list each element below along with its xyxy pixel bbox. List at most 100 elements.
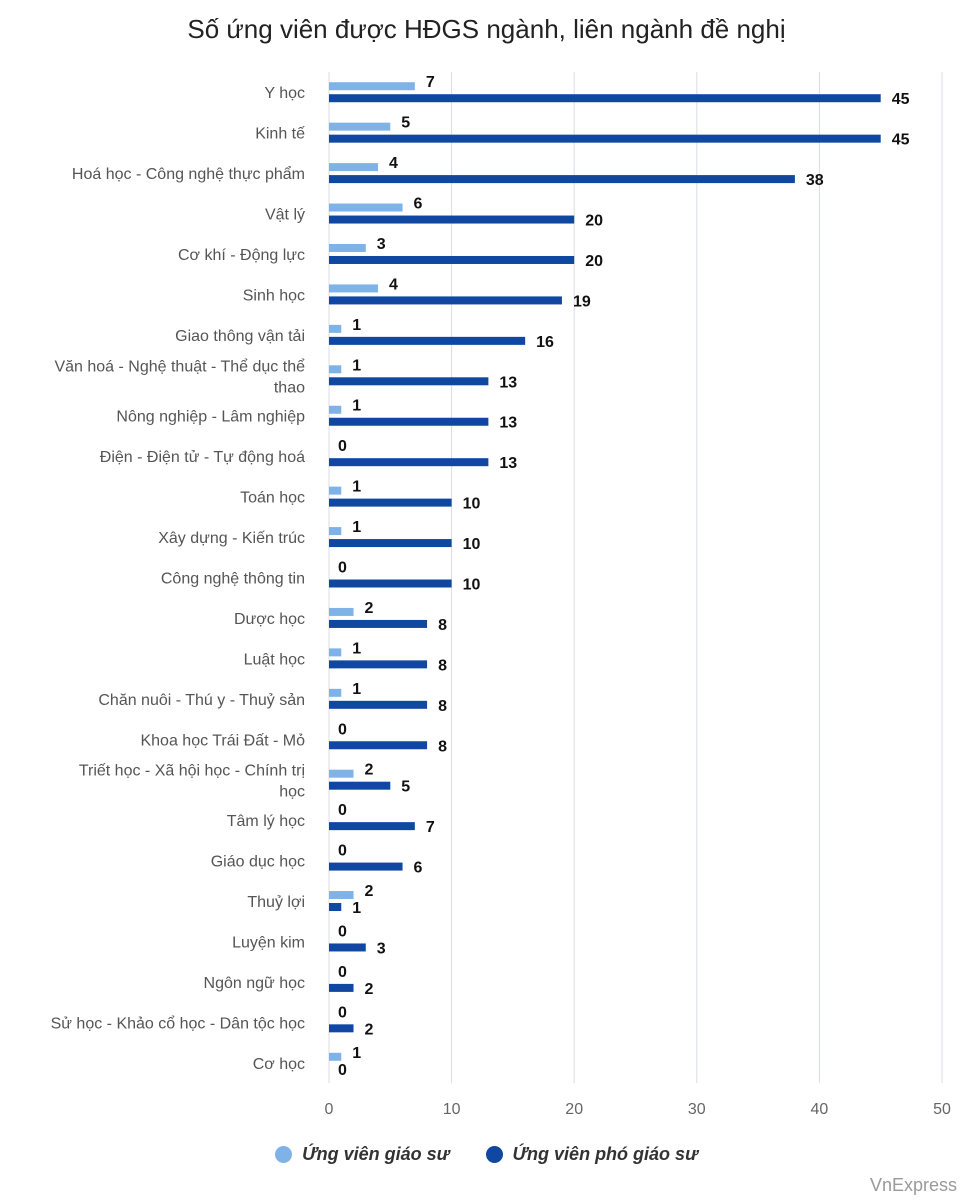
category-label: Triết học - Xã hội học - Chính trị học xyxy=(79,763,305,801)
legend-swatch-pgs xyxy=(485,1146,503,1163)
category-label: Y học xyxy=(264,85,305,102)
value-label-gs: 0 xyxy=(338,964,347,981)
legend-label-pgs: Ứng viên phó giáo sư xyxy=(512,1144,698,1164)
category-label: Chăn nuôi - Thú y - Thuỷ sản xyxy=(98,692,305,709)
x-tick-label: 40 xyxy=(811,1101,829,1118)
category-label: Thuỷ lợi xyxy=(247,894,305,911)
value-label-gs: 1 xyxy=(352,317,361,334)
bar-gs xyxy=(329,122,391,131)
category-label: Khoa học Trái Đất - Mỏ xyxy=(140,732,305,749)
value-label-pgs: 20 xyxy=(585,213,603,230)
value-label-gs: 7 xyxy=(426,74,435,91)
bar-gs xyxy=(329,243,366,252)
bar-gs xyxy=(329,891,354,900)
bar-pgs xyxy=(329,94,881,103)
category-label: Sinh học xyxy=(243,287,305,304)
category-label: Hoá học - Công nghệ thực phẩm xyxy=(72,165,305,183)
bar-pgs xyxy=(329,862,403,871)
value-label-pgs: 10 xyxy=(463,577,481,594)
value-label-pgs: 20 xyxy=(585,253,603,270)
value-label-gs: 4 xyxy=(389,276,398,293)
bar-pgs xyxy=(329,983,354,992)
bar-gs xyxy=(329,527,342,536)
bar-pgs xyxy=(329,175,795,184)
bar-gs xyxy=(329,365,342,374)
value-label-pgs: 38 xyxy=(806,172,824,189)
bar-gs xyxy=(329,163,379,172)
bar-gs xyxy=(329,82,415,91)
value-label-pgs: 8 xyxy=(438,738,447,755)
bar-pgs xyxy=(329,539,452,548)
bar-gs xyxy=(329,769,354,778)
value-label-gs: 5 xyxy=(401,115,410,132)
value-label-gs: 6 xyxy=(414,196,423,213)
value-label-pgs: 2 xyxy=(365,981,374,998)
bar-gs xyxy=(329,284,379,293)
bar-pgs xyxy=(329,377,489,386)
x-tick-label: 0 xyxy=(325,1101,334,1118)
value-label-pgs: 5 xyxy=(401,779,410,796)
category-label: Công nghệ thông tin xyxy=(161,571,305,588)
value-label-pgs: 10 xyxy=(463,536,481,553)
bar-pgs xyxy=(329,741,428,750)
value-label-pgs: 8 xyxy=(438,698,447,715)
bar-pgs xyxy=(329,417,489,426)
bar-gs xyxy=(329,486,342,495)
x-tick-label: 10 xyxy=(443,1101,461,1118)
category-label: Dược học xyxy=(234,611,305,628)
bar-gs xyxy=(329,648,342,657)
value-label-pgs: 8 xyxy=(438,657,447,674)
value-label-gs: 1 xyxy=(352,357,361,374)
value-label-gs: 1 xyxy=(352,398,361,415)
bar-pgs xyxy=(329,255,575,264)
bar-pgs xyxy=(329,1024,354,1033)
value-label-pgs: 16 xyxy=(536,334,554,351)
value-label-gs: 2 xyxy=(365,600,374,617)
bar-pgs xyxy=(329,700,428,709)
category-label: Cơ học xyxy=(253,1056,305,1073)
chart-title: Số ứng viên được HĐGS ngành, liên ngành … xyxy=(187,14,786,44)
category-label: Giáo dục học xyxy=(211,854,305,871)
category-label: Nông nghiệp - Lâm nghiệp xyxy=(116,409,305,426)
bar-pgs xyxy=(329,579,452,588)
bar-pgs xyxy=(329,134,881,143)
value-label-pgs: 19 xyxy=(573,293,591,310)
bar-gs xyxy=(329,607,354,616)
bar-pgs xyxy=(329,903,342,912)
legend-swatch-gs xyxy=(275,1146,293,1163)
value-label-pgs: 8 xyxy=(438,617,447,634)
value-label-gs: 2 xyxy=(365,883,374,900)
bar-pgs xyxy=(329,215,575,224)
bar-pgs xyxy=(329,943,366,952)
category-label: Điện - Điện tử - Tự động hoá xyxy=(100,449,305,466)
category-label: Giao thông vận tải xyxy=(175,328,305,345)
value-label-gs: 0 xyxy=(338,560,347,577)
bar-pgs xyxy=(329,822,415,831)
value-label-gs: 0 xyxy=(338,802,347,819)
legend-item-pgs: Ứng viên phó giáo sư xyxy=(485,1144,698,1165)
category-label: Sử học - Khảo cổ học - Dân tộc học xyxy=(51,1014,305,1032)
bar-gs xyxy=(329,405,342,414)
value-label-pgs: 45 xyxy=(892,132,910,149)
value-label-pgs: 7 xyxy=(426,819,435,836)
value-label-pgs: 0 xyxy=(338,1062,347,1079)
bar-pgs xyxy=(329,781,391,790)
category-label: Vật lý xyxy=(265,207,305,224)
value-label-gs: 1 xyxy=(352,681,361,698)
source-credit: VnExpress xyxy=(869,1175,957,1195)
value-label-pgs: 10 xyxy=(463,496,481,513)
bar-gs xyxy=(329,324,342,333)
bar-pgs xyxy=(329,458,489,467)
bar-gs xyxy=(329,203,403,212)
x-tick-label: 50 xyxy=(933,1101,951,1118)
value-label-gs: 1 xyxy=(352,1045,361,1062)
category-label: Toán học xyxy=(240,490,305,507)
value-label-gs: 0 xyxy=(338,923,347,940)
value-label-gs: 1 xyxy=(352,479,361,496)
value-label-pgs: 3 xyxy=(377,940,386,957)
legend: Ứng viên giáo sư Ứng viên phó giáo sư xyxy=(0,1144,973,1165)
bar-pgs xyxy=(329,498,452,507)
bar-pgs xyxy=(329,336,526,345)
value-label-pgs: 13 xyxy=(499,415,517,432)
